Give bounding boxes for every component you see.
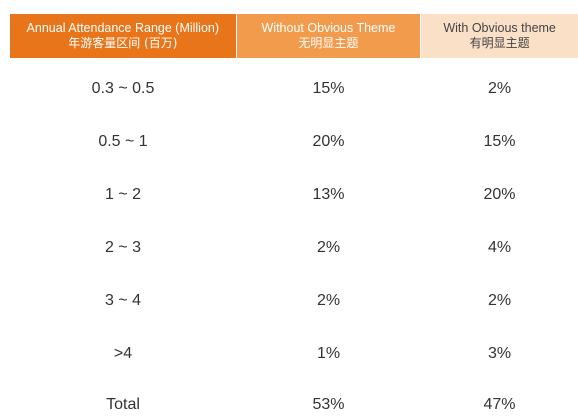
cell-range: 1 ~ 2	[104, 186, 142, 203]
cell-with-theme: 2%	[487, 80, 512, 97]
cell-without-theme: 2%	[316, 239, 341, 256]
table-header: Annual Attendance Range (Million) 年游客量区间…	[10, 14, 578, 58]
cell-range: 0.3 ~ 0.5	[91, 80, 155, 97]
cell-with-theme: 2%	[487, 292, 512, 309]
cell-range: 3 ~ 4	[104, 292, 142, 309]
table-row: 2 ~ 3 2% 4%	[10, 239, 578, 257]
cell-without-theme: 2%	[316, 292, 341, 309]
cell-range: 0.5 ~ 1	[98, 133, 148, 150]
table-row: 0.5 ~ 1 20% 15%	[10, 133, 578, 151]
header-attendance-range-en: Annual Attendance Range (Million)	[26, 21, 220, 35]
cell-without-theme: 20%	[312, 133, 345, 150]
cell-without-theme: 13%	[312, 186, 345, 203]
cell-range: Total	[106, 396, 140, 413]
cell-range: 2 ~ 3	[104, 239, 142, 256]
table-row: >4 1% 3%	[10, 345, 578, 363]
cell-without-theme: 15%	[312, 80, 345, 97]
header-with-theme: With Obvious theme 有明显主题	[421, 14, 578, 58]
header-with-theme-cn: 有明显主题	[469, 36, 530, 50]
cell-with-theme: 47%	[483, 396, 516, 413]
header-attendance-range: Annual Attendance Range (Million) 年游客量区间…	[10, 14, 236, 58]
header-without-theme-cn: 无明显主题	[298, 36, 359, 50]
attendance-table: Annual Attendance Range (Million) 年游客量区间…	[10, 14, 578, 413]
header-attendance-range-cn: 年游客量区间 (百万)	[68, 36, 178, 50]
table-row: 0.3 ~ 0.5 15% 2%	[10, 80, 578, 98]
header-without-theme: Without Obvious Theme 无明显主题	[236, 14, 421, 58]
cell-without-theme: 53%	[312, 396, 345, 413]
table-row: 3 ~ 4 2% 2%	[10, 292, 578, 310]
header-with-theme-en: With Obvious theme	[443, 21, 556, 35]
table-row-total: Total 53% 47%	[10, 396, 578, 414]
cell-with-theme: 3%	[487, 345, 512, 362]
cell-without-theme: 1%	[316, 345, 341, 362]
cell-with-theme: 4%	[487, 239, 512, 256]
cell-range: >4	[113, 345, 133, 362]
cell-with-theme: 20%	[483, 186, 516, 203]
cell-with-theme: 15%	[483, 133, 516, 150]
table-row: 1 ~ 2 13% 20%	[10, 186, 578, 204]
header-without-theme-en: Without Obvious Theme	[261, 21, 396, 35]
